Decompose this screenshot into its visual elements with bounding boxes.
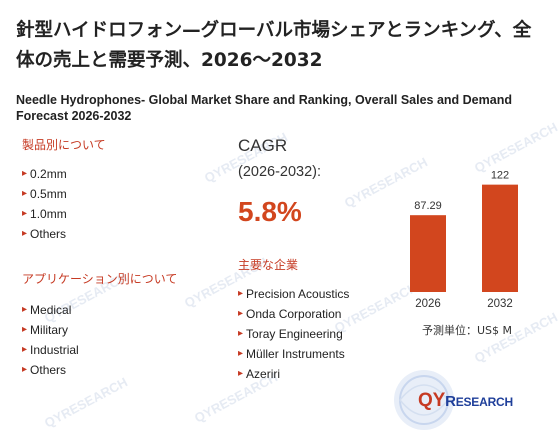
product-section-heading: 製品別について <box>22 138 106 152</box>
logo-globe-arc <box>399 384 449 416</box>
unit-label: 予測単位：US$ M <box>422 324 513 337</box>
list-item: ▸ Toray Engineering <box>238 324 349 344</box>
page-subtitle: Needle Hydrophones- Global Market Share … <box>16 93 512 123</box>
list-item-label: Medical <box>30 303 72 317</box>
triangle-bullet-icon: ▸ <box>22 324 28 335</box>
list-item: ▸ 1.0mm <box>22 204 67 224</box>
logo-wordmark: QYRESEARCH <box>418 390 513 412</box>
data-label: 122 <box>491 170 509 182</box>
triangle-bullet-icon: ▸ <box>22 168 28 179</box>
page-title: 針型ハイドロフォン—グローバル市場シェアとランキング、全体の売上と需要予測、20… <box>16 20 532 71</box>
list-item: ▸ Precision Acoustics <box>238 284 349 304</box>
list-item-label: Precision Acoustics <box>246 287 350 301</box>
list-item: ▸ Others <box>22 360 79 380</box>
bar-2026 <box>410 215 446 292</box>
logo-initial: R <box>445 393 456 410</box>
list-item-label: Industrial <box>30 343 79 357</box>
product-list: ▸ 0.2mm ▸ 0.5mm ▸ 1.0mm ▸ Others <box>22 164 67 244</box>
list-item: ▸ Azeriri <box>238 364 349 384</box>
application-list: ▸ Medical ▸ Military ▸ Industrial ▸ Others <box>22 300 79 380</box>
list-item: ▸ Military <box>22 320 79 340</box>
logo-rest: ESEARCH <box>455 395 513 409</box>
list-item: ▸ Industrial <box>22 340 79 360</box>
list-item-label: Others <box>30 363 67 377</box>
bar-chart: 87.29 2026 122 2032 <box>410 170 518 310</box>
triangle-bullet-icon: ▸ <box>238 328 244 339</box>
list-item: ▸ Medical <box>22 300 79 320</box>
cagr-label: CAGR <box>238 136 288 155</box>
triangle-bullet-icon: ▸ <box>238 288 244 299</box>
company-list: ▸ Precision Acoustics ▸ Onda Corporation ▸… <box>238 284 349 384</box>
triangle-bullet-icon: ▸ <box>238 368 244 379</box>
triangle-bullet-icon: ▸ <box>22 228 28 239</box>
list-item: ▸ 0.5mm <box>22 184 67 204</box>
triangle-bullet-icon: ▸ <box>22 188 28 199</box>
triangle-bullet-icon: ▸ <box>22 364 28 375</box>
list-item: ▸ Müller Instruments <box>238 344 349 364</box>
list-item-label: 0.5mm <box>30 187 67 201</box>
x-tick-label: 2032 <box>487 298 513 310</box>
triangle-bullet-icon: ▸ <box>22 304 28 315</box>
triangle-bullet-icon: ▸ <box>238 308 244 319</box>
x-tick-label: 2026 <box>415 298 441 310</box>
watermark: QYRESEARCH <box>41 374 130 431</box>
list-item-label: Toray Engineering <box>246 327 343 341</box>
logo-prefix: QY <box>418 390 446 411</box>
list-item: ▸ Others <box>22 224 67 244</box>
triangle-bullet-icon: ▸ <box>22 344 28 355</box>
list-item-label: 0.2mm <box>30 167 67 181</box>
company-section-heading: 主要な企業 <box>238 258 299 272</box>
list-item: ▸ 0.2mm <box>22 164 67 184</box>
list-item-label: Azeriri <box>246 367 281 381</box>
list-item-label: 1.0mm <box>30 207 67 221</box>
cagr-period: (2026-2032): <box>238 164 322 180</box>
bar-2032 <box>482 184 518 292</box>
triangle-bullet-icon: ▸ <box>22 208 28 219</box>
list-item-label: Müller Instruments <box>246 347 345 361</box>
triangle-bullet-icon: ▸ <box>238 348 244 359</box>
logo-globe-icon <box>394 370 454 430</box>
application-section-heading: アプリケーション別について <box>22 272 178 286</box>
list-item-label: Military <box>30 323 69 337</box>
list-item-label: Onda Corporation <box>246 307 342 321</box>
qyresearch-logo <box>394 370 454 430</box>
list-item: ▸ Onda Corporation <box>238 304 349 324</box>
data-label: 87.29 <box>414 200 442 212</box>
cagr-value: 5.8% <box>238 196 302 227</box>
list-item-label: Others <box>30 227 67 241</box>
